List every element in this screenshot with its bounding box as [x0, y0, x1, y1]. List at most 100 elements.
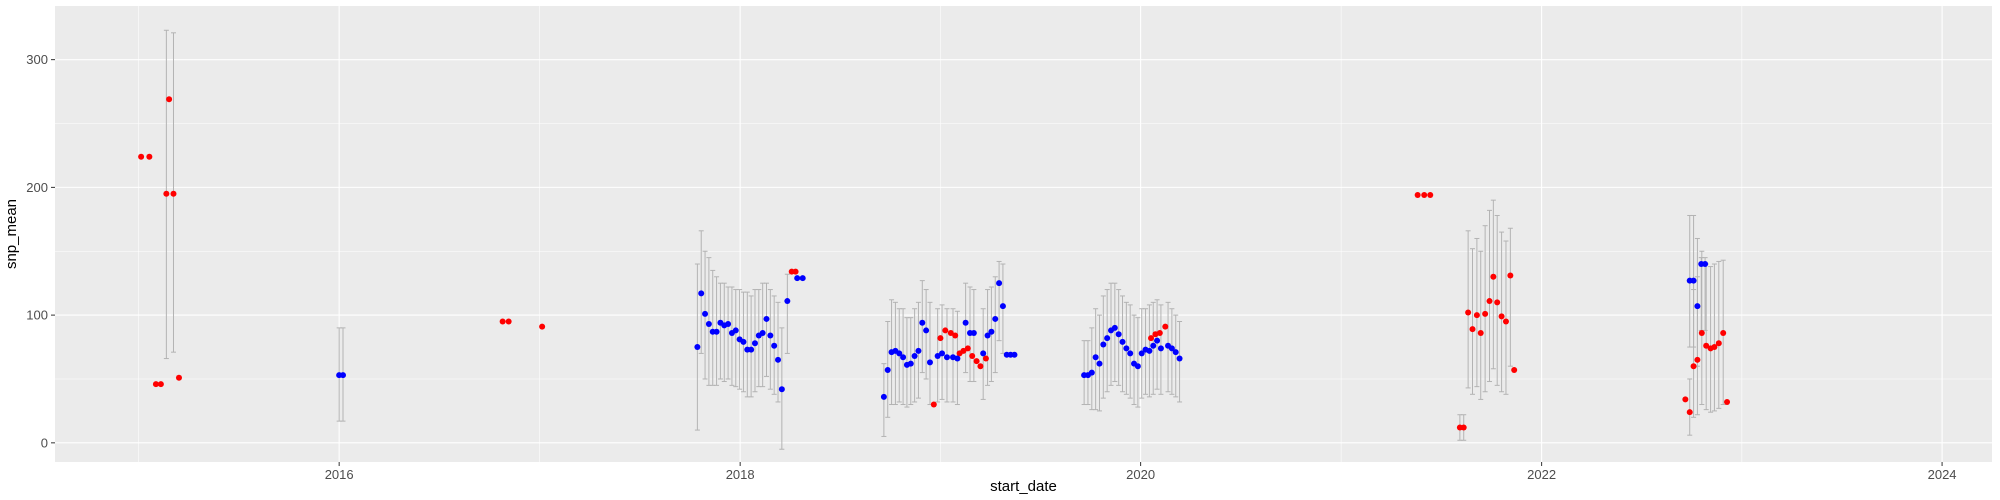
error-bar: [1135, 317, 1141, 408]
blue-point: [1134, 363, 1141, 370]
red-point: [1460, 424, 1467, 431]
blue-point: [1088, 369, 1095, 376]
blue-point: [694, 344, 701, 351]
error-bar: [881, 363, 887, 437]
blue-point: [1111, 324, 1118, 331]
blue-point: [339, 372, 346, 379]
blue-point: [698, 290, 705, 297]
blue-point: [911, 352, 918, 359]
red-point: [1507, 272, 1514, 279]
blue-point: [1690, 277, 1697, 284]
red-point: [1469, 326, 1476, 333]
red-point: [792, 268, 799, 275]
error-bar: [1490, 199, 1496, 370]
blue-point: [784, 298, 791, 305]
error-bar: [1708, 266, 1714, 413]
red-point: [1414, 192, 1421, 199]
error-bar: [1711, 263, 1717, 412]
error-bar: [1699, 250, 1705, 406]
plot-panel: [55, 6, 1992, 462]
red-point: [982, 355, 989, 362]
error-bar: [763, 282, 769, 377]
red-point: [942, 327, 949, 334]
red-point: [1421, 192, 1428, 199]
blue-point: [923, 327, 930, 334]
red-point: [977, 363, 984, 370]
x-tick-label: 2020: [1126, 467, 1155, 482]
blue-point: [992, 315, 999, 322]
blue-point: [1150, 342, 1157, 349]
blue-point: [713, 328, 720, 335]
error-bar: [775, 301, 781, 403]
red-point: [947, 329, 954, 336]
red-point: [175, 374, 182, 381]
error-bar: [1487, 209, 1493, 383]
y-axis-ticks: 0 100 200 300: [26, 52, 55, 450]
blue-point: [1168, 345, 1175, 352]
blue-point: [1694, 303, 1701, 310]
red-point: [952, 332, 959, 339]
blue-point: [896, 350, 903, 357]
blue-point: [1096, 360, 1103, 367]
blue-point: [771, 342, 778, 349]
error-bar: [1503, 240, 1509, 395]
red-point: [146, 153, 153, 160]
x-axis-ticks: 2016 2018 2020 2022 2024: [325, 462, 1957, 482]
y-axis-title: snp_mean: [3, 199, 20, 269]
red-point: [960, 347, 967, 354]
red-point: [1715, 340, 1722, 347]
red-point: [1703, 342, 1710, 349]
red-point: [1720, 329, 1727, 336]
error-bar: [784, 273, 790, 354]
blue-point: [1092, 354, 1099, 361]
y-tick-label: 200: [26, 180, 48, 195]
blue-point: [980, 350, 987, 357]
blue-point: [1157, 345, 1164, 352]
red-point: [1148, 335, 1155, 342]
blue-point: [884, 367, 891, 374]
red-point: [1502, 318, 1509, 325]
blue-point: [939, 350, 946, 357]
error-bar: [1499, 231, 1505, 393]
blue-point: [943, 354, 950, 361]
error-bar: [1507, 227, 1513, 367]
red-point: [1490, 273, 1497, 280]
red-point: [1724, 398, 1731, 405]
error-bar: [1478, 250, 1484, 400]
red-point: [1711, 344, 1718, 351]
blue-point: [970, 329, 977, 336]
red-point: [1465, 309, 1472, 316]
error-bar: [919, 280, 925, 374]
red-point: [1690, 363, 1697, 370]
red-point: [539, 323, 546, 330]
blue-point: [732, 327, 739, 334]
blue-point: [1702, 261, 1709, 268]
x-tick-label: 2016: [325, 467, 354, 482]
blue-point: [1146, 347, 1153, 354]
blue-point: [954, 355, 961, 362]
error-bar: [1465, 230, 1471, 389]
blue-point: [962, 319, 969, 326]
blue-point: [799, 275, 806, 282]
error-bar: [767, 289, 773, 390]
red-point: [1498, 313, 1505, 320]
error-bar: [1177, 320, 1183, 403]
red-point: [930, 401, 937, 408]
blue-point: [900, 354, 907, 361]
blue-point: [919, 319, 926, 326]
error-bar: [923, 289, 929, 380]
blue-point: [880, 393, 887, 400]
error-bar: [729, 286, 735, 386]
x-tick-label: 2022: [1527, 467, 1556, 482]
red-point: [1486, 298, 1493, 305]
blue-point: [702, 310, 709, 317]
error-bar: [963, 282, 969, 374]
data-points: [138, 96, 1731, 431]
blue-point: [763, 315, 770, 322]
red-point: [499, 318, 506, 325]
blue-point: [999, 303, 1006, 310]
blue-point: [1154, 337, 1161, 344]
blue-point: [926, 359, 933, 366]
y-tick-label: 0: [41, 435, 48, 450]
blue-point: [1172, 349, 1179, 356]
